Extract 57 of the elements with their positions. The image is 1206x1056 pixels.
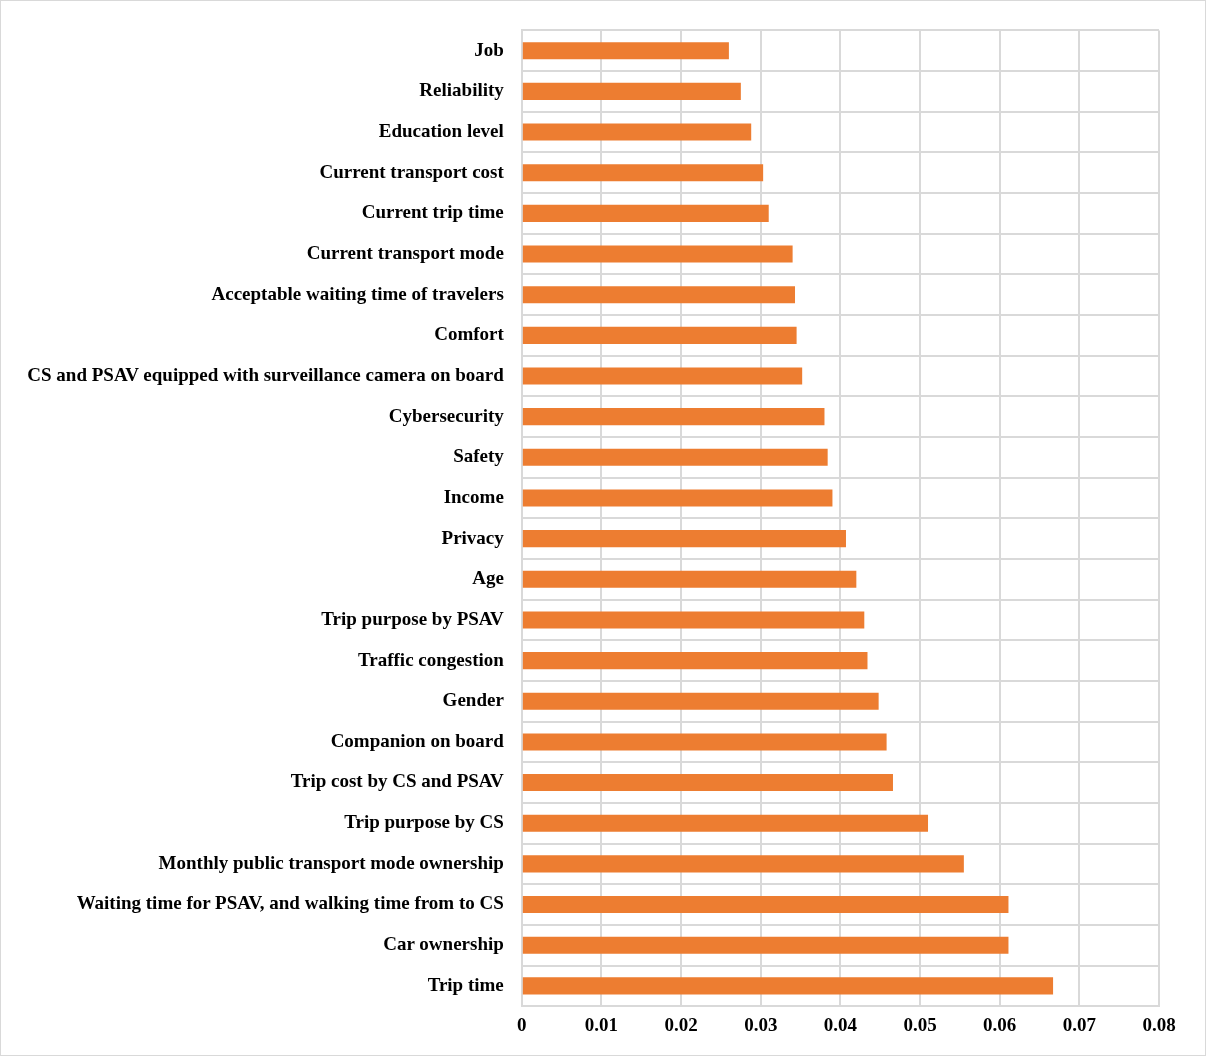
y-tick-label: Privacy [441, 526, 505, 548]
y-tick-label: Trip purpose by PSAV [321, 607, 505, 629]
bar [522, 814, 929, 832]
y-tick-label: Trip time [427, 973, 504, 995]
bar [522, 408, 825, 426]
y-tick-label: Education level [378, 119, 504, 141]
y-tick-label: Monthly public transport mode ownership [158, 851, 504, 873]
y-tick-label: Companion on board [330, 729, 505, 751]
bar [522, 326, 797, 344]
bar [522, 774, 893, 792]
bar [522, 977, 1054, 995]
bar [522, 530, 846, 548]
bar [522, 692, 879, 710]
bar [522, 42, 729, 60]
y-tick-label: Car ownership [383, 933, 504, 955]
x-tick-label: 0 [517, 1013, 527, 1035]
x-tick-label: 0.03 [744, 1013, 778, 1035]
bar [522, 733, 887, 751]
bar [522, 489, 833, 507]
y-tick-label: Reliability [419, 79, 505, 101]
bar [522, 936, 1009, 954]
x-tick-label: 0.07 [1062, 1013, 1097, 1035]
bar [522, 611, 865, 629]
x-tick-label: 0.04 [823, 1013, 858, 1035]
y-tick-label: Cybersecurity [388, 404, 505, 426]
y-tick-label: Job [474, 38, 504, 60]
x-tick-label: 0.02 [664, 1013, 698, 1035]
bar [522, 855, 964, 873]
y-tick-label: Waiting time for PSAV, and walking time from to CS [76, 892, 504, 914]
bar [522, 652, 868, 670]
y-tick-label: Trip cost by CS and PSAV [290, 770, 505, 792]
bar [522, 448, 828, 466]
bar [522, 245, 793, 263]
bar [522, 123, 752, 141]
bar [522, 896, 1009, 914]
bar [522, 570, 857, 588]
x-tick-label: 0.01 [584, 1013, 619, 1035]
y-tick-label: Current transport mode [306, 241, 504, 263]
y-tick-label: CS and PSAV equipped with surveillance camera on board [27, 363, 505, 385]
x-tick-label: 0.06 [983, 1013, 1017, 1035]
bar [522, 82, 741, 100]
y-tick-label: Safety [453, 445, 505, 467]
y-tick-label: Age [472, 567, 504, 589]
bar [522, 286, 796, 304]
y-tick-label: Current trip time [361, 201, 504, 223]
x-tick-label: 0.05 [903, 1013, 937, 1035]
bar [522, 367, 803, 385]
y-tick-label: Trip purpose by CS [344, 811, 504, 833]
bar [522, 204, 769, 222]
y-tick-label: Acceptable waiting time of travelers [211, 282, 504, 304]
x-tick-label: 0.08 [1142, 1013, 1176, 1035]
y-tick-label: Gender [442, 689, 505, 711]
y-tick-label: Income [443, 485, 504, 507]
bar [522, 164, 764, 182]
y-tick-label: Comfort [434, 323, 505, 345]
y-tick-label: Current transport cost [319, 160, 505, 182]
y-tick-label: Traffic congestion [358, 648, 505, 670]
